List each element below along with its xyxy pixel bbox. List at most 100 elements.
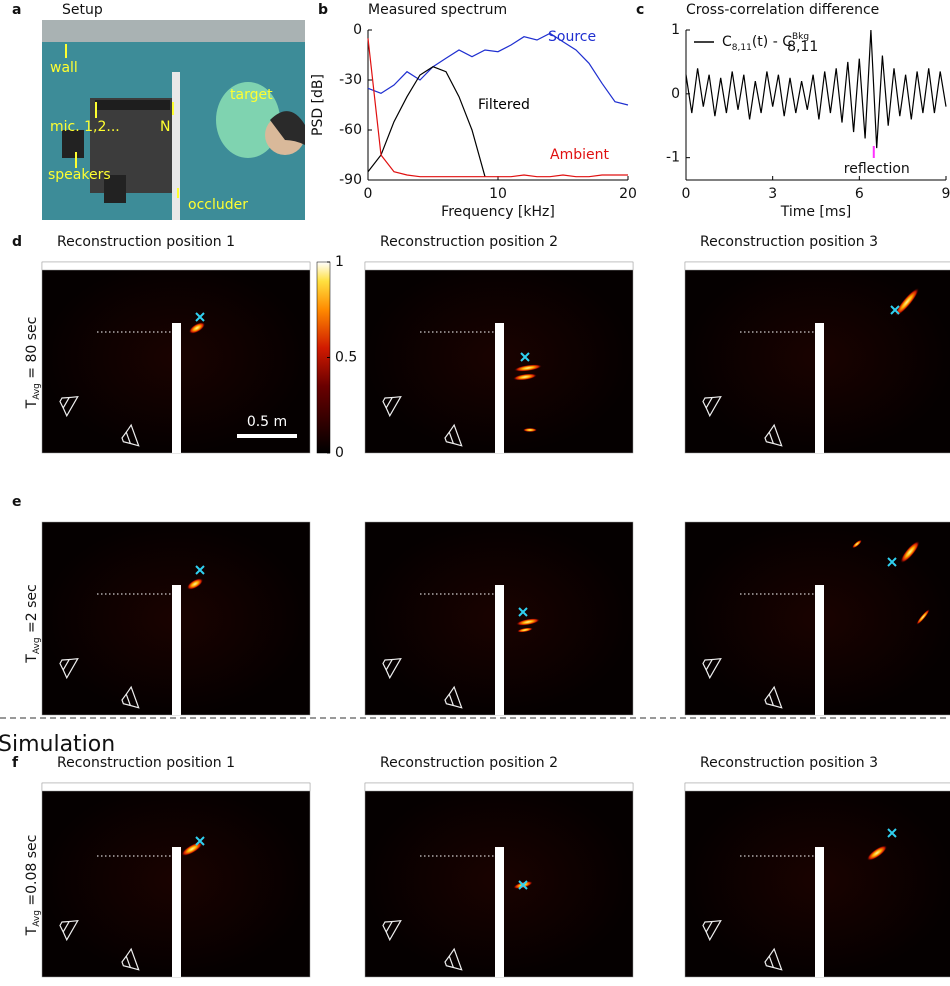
row-label-part: = 80 sec [24, 317, 40, 384]
intensity-blob [916, 609, 930, 625]
reconstruction-image [364, 261, 634, 454]
legend-part: 8,11 [732, 43, 752, 53]
series-label: Ambient [550, 147, 609, 163]
intensity-blob [188, 322, 206, 334]
panel-letter: f [12, 755, 19, 771]
speaker-icon [444, 685, 463, 709]
legend-label: C8,11(t) - CBkg 8,11 [722, 32, 818, 56]
intensity-blob [895, 287, 919, 317]
speaker-icon [764, 685, 783, 709]
occluder [495, 323, 504, 453]
target-marker [887, 828, 897, 838]
y-tick-label: 1 [671, 22, 680, 38]
legend-part: Bkg [792, 32, 809, 42]
x-tick-label: 6 [855, 186, 864, 202]
colorbar-tick-label: 0.5 [335, 350, 357, 366]
panel-letter: a [12, 2, 21, 18]
intensity-blob [852, 539, 862, 549]
panel-title: Setup [62, 2, 103, 18]
intensity-blob [517, 627, 533, 633]
x-tick-label: 9 [942, 186, 950, 202]
occluder [815, 585, 824, 715]
annotation: reflection [844, 161, 910, 177]
occluder [172, 323, 181, 453]
x-axis-label: Frequency [kHz] [441, 204, 555, 220]
speaker-icon [121, 423, 140, 447]
speaker-icon [382, 395, 402, 418]
occluder [172, 585, 181, 715]
target-marker [887, 557, 897, 567]
target-marker [520, 352, 530, 362]
intensity-blob [523, 428, 537, 432]
speaker-icon [382, 919, 402, 942]
speaker-icon [59, 657, 79, 680]
speaker-icon [59, 395, 79, 418]
target-marker [195, 565, 205, 575]
row-label-part: T [24, 654, 40, 664]
colorbar-tick-label: 0 [335, 445, 344, 461]
setup-label: N [160, 119, 170, 135]
intensity-blob [186, 578, 204, 590]
image-band [41, 782, 311, 792]
intensity-blob [514, 364, 542, 372]
series-line [367, 32, 629, 106]
panel-letter: d [12, 234, 22, 250]
panel-title: Reconstruction position 1 [57, 234, 235, 250]
row-label: TAvg =0.08 sec [24, 835, 42, 937]
row-label-part: T [24, 926, 40, 936]
legend-part: C [722, 34, 732, 50]
reconstruction-image [364, 782, 634, 978]
reconstruction-image: 0.5 m [41, 261, 311, 454]
speaker-icon [121, 685, 140, 709]
panel-title: Reconstruction position 3 [700, 755, 878, 771]
reconstruction-image [684, 261, 950, 454]
intensity-blob [900, 540, 920, 564]
x-tick-label: 3 [768, 186, 777, 202]
intensity-blob [513, 373, 537, 381]
colorbar-tick-label: 1 [335, 254, 344, 270]
series-line [367, 38, 628, 178]
setup-label: occluder [188, 197, 248, 213]
row-label-part: =2 sec [24, 584, 40, 637]
speaker-icon [702, 395, 722, 418]
speaker-icon [121, 947, 140, 971]
legend-part: (t) - C [752, 34, 792, 50]
reconstruction-image [684, 782, 950, 978]
speaker-icon [764, 423, 783, 447]
target-marker [195, 836, 205, 846]
intensity-blob [516, 618, 540, 626]
row-label-part: Avg [32, 910, 42, 927]
y-tick-label: -30 [339, 72, 362, 88]
x-tick-label: 0 [364, 186, 373, 202]
speaker-icon [382, 657, 402, 680]
speaker-icon [444, 947, 463, 971]
row-label-part: =0.08 sec [24, 835, 40, 910]
image-band [364, 782, 634, 792]
row-label: TAvg = 80 sec [24, 317, 42, 410]
occluder [495, 847, 504, 977]
panel-letter: e [12, 494, 22, 510]
target-marker [195, 312, 205, 322]
y-tick-label: -90 [339, 172, 362, 188]
occluder [495, 585, 504, 715]
series-label: Source [548, 29, 596, 45]
panel-title: Reconstruction position 1 [57, 755, 235, 771]
setup-label: wall [50, 60, 78, 76]
panel-title: Reconstruction position 3 [700, 234, 878, 250]
reconstruction-image [364, 521, 634, 716]
occluder [815, 847, 824, 977]
image-band [684, 782, 950, 792]
series-line [367, 66, 486, 177]
y-tick-label: 0 [671, 86, 680, 102]
y-tick-label: -60 [339, 122, 362, 138]
target-marker [890, 305, 900, 315]
series-label: Filtered [478, 97, 530, 113]
speaker-icon [702, 657, 722, 680]
image-band [684, 261, 950, 271]
speaker-icon [702, 919, 722, 942]
x-tick-label: 10 [489, 186, 507, 202]
target-marker [518, 607, 528, 617]
y-tick-label: 0 [353, 22, 362, 38]
setup-label: target [230, 87, 273, 103]
